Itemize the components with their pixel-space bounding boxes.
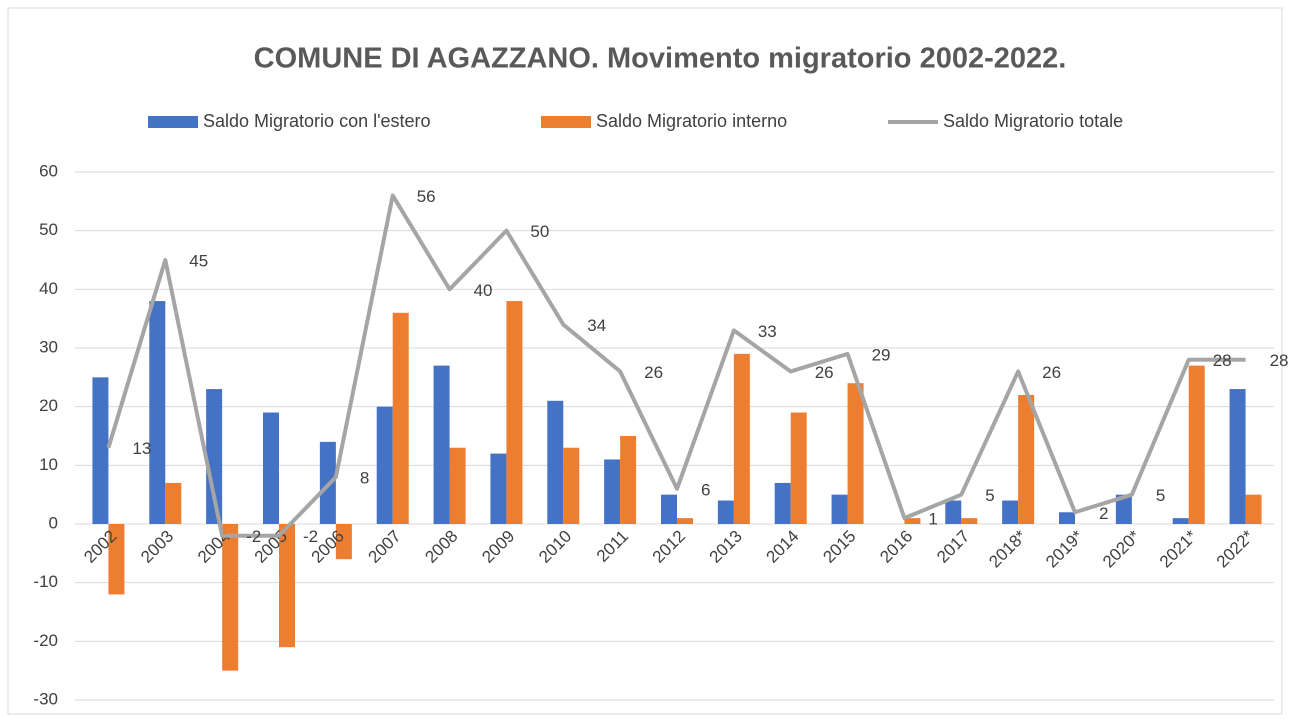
data-label: -2 (246, 527, 261, 546)
y-tick-label: 0 (49, 513, 58, 532)
line (106, 193, 1246, 538)
data-label: 6 (701, 480, 710, 499)
bar (449, 447, 466, 524)
bar (1059, 512, 1075, 524)
data-label: 26 (815, 363, 834, 382)
y-tick-label: 20 (39, 396, 58, 415)
legend-swatch (541, 116, 591, 128)
bar (108, 524, 125, 595)
bar (904, 518, 921, 524)
y-tick-label: 40 (39, 279, 58, 298)
bar (222, 524, 239, 671)
bar (279, 524, 295, 648)
data-label: 40 (474, 281, 493, 300)
data-label: 29 (872, 345, 891, 364)
data-label: -2 (303, 527, 318, 546)
bar (392, 312, 409, 524)
bar (1115, 494, 1132, 524)
bar (335, 524, 352, 560)
data-label: 28 (1270, 351, 1289, 370)
bar (1002, 500, 1019, 524)
bar (92, 377, 109, 524)
bar (547, 400, 564, 524)
bar (717, 500, 734, 524)
bar (774, 482, 791, 524)
data-label: 26 (1042, 363, 1061, 382)
bar (490, 453, 507, 524)
chart-frame (7, 7, 1283, 715)
bar (790, 412, 807, 524)
data-label: 28 (1213, 351, 1232, 370)
bar (263, 412, 279, 524)
bar (604, 459, 621, 524)
data-label: 33 (758, 322, 777, 341)
bar (149, 301, 166, 524)
data-label: 1 (928, 510, 937, 529)
bar (376, 406, 393, 524)
bar (1172, 518, 1189, 524)
bar (1245, 494, 1262, 524)
legend-label: Saldo Migratorio interno (596, 111, 787, 131)
data-label: 5 (1156, 486, 1165, 505)
y-tick-label: 10 (39, 455, 58, 474)
data-label: 8 (360, 469, 369, 488)
y-tick-label: -20 (33, 631, 58, 650)
bar (433, 365, 450, 524)
y-tick-label: -30 (33, 689, 58, 708)
y-tick-label: 50 (39, 220, 58, 239)
data-label: 56 (417, 187, 436, 206)
data-label: 34 (587, 316, 606, 335)
bar (945, 500, 962, 524)
legend-label: Saldo Migratorio con l'estero (203, 111, 431, 131)
data-label: 45 (189, 251, 208, 270)
bar (206, 389, 223, 524)
chart-title: COMUNE DI AGAZZANO. Movimento migratorio… (254, 43, 1067, 75)
legend-swatch (148, 116, 198, 128)
bar (677, 518, 693, 524)
bar (620, 436, 637, 524)
y-tick-label: 30 (39, 337, 58, 356)
bar (165, 482, 182, 524)
bar (506, 301, 523, 524)
y-tick-label: 60 (39, 161, 58, 180)
bar (1229, 389, 1246, 524)
data-label: 5 (985, 486, 994, 505)
bar (661, 494, 677, 524)
bar (733, 353, 750, 524)
data-label: 2 (1099, 504, 1108, 523)
bar (563, 447, 580, 524)
data-label: 13 (132, 439, 151, 458)
y-tick-label: -10 (33, 572, 58, 591)
bar (961, 518, 978, 524)
bar (847, 383, 864, 524)
data-label: 26 (644, 363, 663, 382)
data-label: 50 (530, 222, 549, 241)
bar (1018, 394, 1035, 524)
bar (831, 494, 848, 524)
legend-label: Saldo Migratorio totale (943, 111, 1123, 131)
bar (1188, 365, 1205, 524)
